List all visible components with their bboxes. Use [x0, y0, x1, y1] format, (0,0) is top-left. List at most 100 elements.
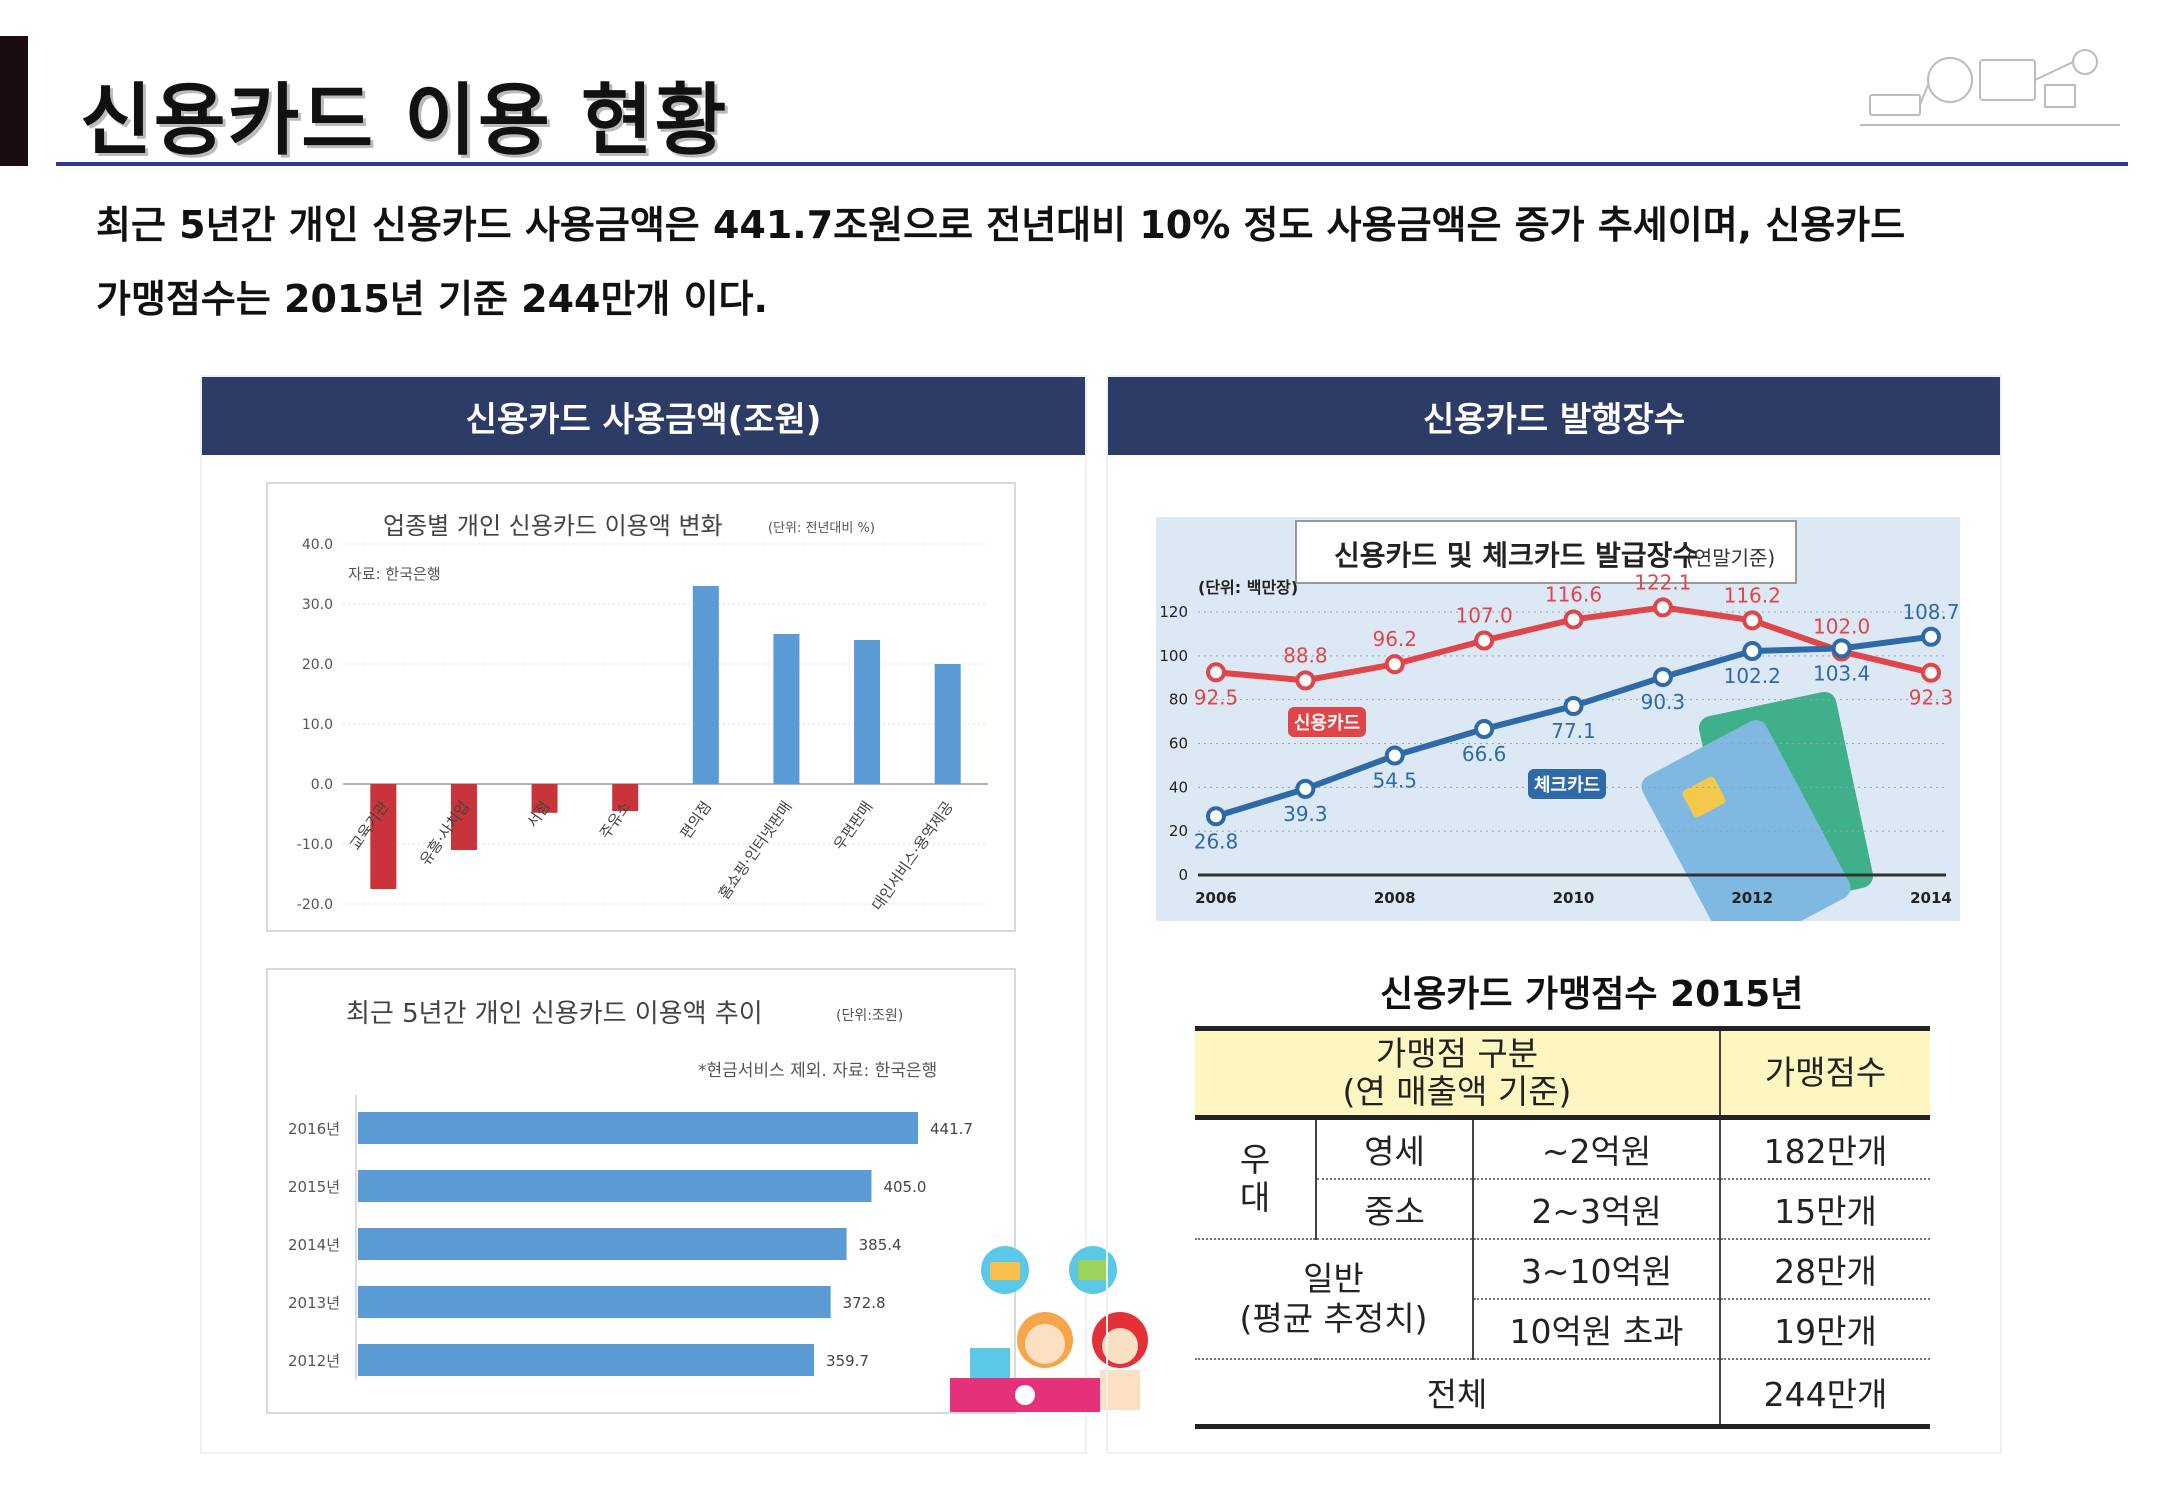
- data-point: [1563, 609, 1584, 630]
- data-label: 359.7: [826, 1352, 869, 1370]
- bar: [358, 1112, 918, 1144]
- legend-badge: [1288, 707, 1366, 737]
- y-tick-label: 120: [1159, 603, 1188, 621]
- legend-badge: [1528, 769, 1606, 799]
- bar: [358, 1344, 815, 1376]
- x-tick-label: 2012: [1731, 889, 1773, 907]
- data-label: 39.3: [1283, 802, 1328, 826]
- data-point: [1295, 670, 1316, 691]
- chart2-title: 최근 5년간 개인 신용카드 이용액 추이: [346, 999, 763, 1029]
- data-point: [1652, 667, 1673, 688]
- data-point: [1831, 638, 1852, 659]
- five-year-trend-chart: 최근 5년간 개인 신용카드 이용액 추이 (단위:조원) *현금서비스 제외.…: [288, 999, 973, 1380]
- group-general-line2: (평균 추정치): [1239, 1299, 1428, 1338]
- data-point: [1742, 641, 1763, 662]
- bar: [531, 784, 558, 813]
- bar: [370, 784, 397, 889]
- panel-card-issuance-title: 신용카드 발행장수: [1108, 377, 2000, 455]
- x-tick-label: 우편판매: [830, 798, 876, 854]
- data-label: 405.0: [883, 1178, 926, 1196]
- row-count: 28만개: [1720, 1239, 1930, 1300]
- row-range: 10억원 초과: [1473, 1299, 1721, 1360]
- chart3-title-suffix: (연말기준): [1686, 546, 1775, 570]
- five-year-trend-chart-box: 최근 5년간 개인 신용카드 이용액 추이 (단위:조원) *현금서비스 제외.…: [266, 968, 1016, 1414]
- x-tick-label: 홈쇼핑·인터넷판매: [715, 798, 796, 903]
- bar: [612, 784, 639, 811]
- chart1-unit-note: (단위: 전년대비 %): [768, 521, 875, 536]
- row-type: 중소: [1316, 1179, 1474, 1240]
- merchant-table-title: 신용카드 가맹점수 2015년: [1380, 974, 1804, 1015]
- data-point: [1742, 610, 1763, 631]
- data-point: [1921, 626, 1941, 647]
- data-point: [1921, 662, 1941, 683]
- data-point: [1474, 719, 1495, 740]
- row-count: 19만개: [1720, 1299, 1930, 1360]
- issuance-chart-box: 신용카드 및 체크카드 발급장수 (연말기준) (단위: 백만장) 120 100…: [1156, 517, 1960, 954]
- data-label: 122.1: [1634, 570, 1691, 594]
- data-label: 77.1: [1551, 719, 1596, 743]
- data-label: 96.2: [1372, 627, 1417, 651]
- data-label: 66.6: [1462, 742, 1507, 766]
- bar: [450, 784, 477, 850]
- x-tick-label: 2014: [1910, 889, 1952, 907]
- data-point: [1474, 630, 1495, 651]
- group-preferred-char2: 대: [1239, 1178, 1271, 1217]
- credit-card-illustration-icon: [1641, 691, 1874, 954]
- group-preferred-label: 우 대: [1195, 1117, 1317, 1240]
- bar: [358, 1228, 847, 1260]
- accent-bar: [0, 36, 28, 166]
- data-label: 441.7: [930, 1120, 973, 1138]
- total-count: 244만개: [1720, 1359, 1930, 1429]
- technology-illustration-icon: [1860, 49, 2120, 126]
- industry-change-chart: 업종별 개인 신용카드 이용액 변화 (단위: 전년대비 %) 자료: 한국은행…: [297, 512, 988, 914]
- row-count: 182만개: [1720, 1117, 1930, 1180]
- x-tick-label: 주유소: [596, 798, 635, 842]
- category-label: 2012년: [288, 1352, 340, 1370]
- group-general-label: 일반 (평균 추정치): [1195, 1239, 1474, 1360]
- panel-card-usage-title: 신용카드 사용금액(조원): [202, 377, 1085, 455]
- y-tick-label: 20: [1169, 822, 1188, 840]
- data-point: [1652, 597, 1673, 618]
- group-preferred-char1: 우: [1239, 1140, 1271, 1179]
- table-row: 우 대 영세 ~2억원 182만개: [1195, 1117, 1930, 1240]
- group-general-line1: 일반: [1303, 1259, 1364, 1298]
- table-row-total: 전체 244만개: [1195, 1359, 1930, 1429]
- legend-label: 체크카드: [1534, 775, 1600, 796]
- total-label: 전체: [1195, 1359, 1721, 1429]
- chart1-source: 자료: 한국은행: [348, 565, 441, 583]
- bar: [773, 634, 800, 784]
- panel-card-usage: 신용카드 사용금액(조원): [200, 375, 1087, 1454]
- category-label: 2016년: [288, 1120, 340, 1138]
- industry-change-chart-box: 업종별 개인 신용카드 이용액 변화 (단위: 전년대비 %) 자료: 한국은행…: [266, 482, 1016, 932]
- table-row: 가맹점 구분 (연 매출액 기준) 가맹점수: [1195, 1026, 1930, 1120]
- data-label: 88.8: [1283, 643, 1328, 667]
- data-label: 26.8: [1194, 829, 1239, 853]
- merchant-table: 가맹점 구분 (연 매출액 기준) 가맹점수 우 대 영세 ~2억원 182만개…: [1195, 1026, 1930, 1429]
- category-label: 2014년: [288, 1236, 340, 1254]
- table-row: 10억원 초과 19만개: [1195, 1299, 1930, 1360]
- page-title: 신용카드 이용 현황: [80, 76, 729, 166]
- y-tick-label: 20.0: [302, 657, 333, 673]
- chart3-unit-note: (단위: 백만장): [1198, 578, 1298, 597]
- y-tick-label: 100: [1159, 647, 1188, 665]
- data-label: 107.0: [1455, 603, 1512, 627]
- y-tick-label: 40: [1169, 778, 1188, 796]
- y-tick-label: 40.0: [302, 537, 333, 553]
- data-label: 116.6: [1545, 582, 1602, 606]
- y-tick-label: 0.0: [311, 777, 333, 793]
- bar: [358, 1286, 831, 1318]
- x-tick-label: 대인서비스·용역제공: [868, 798, 957, 914]
- header-category: 가맹점 구분 (연 매출액 기준): [1195, 1026, 1721, 1120]
- y-tick-label: -20.0: [297, 897, 333, 913]
- chart2-source: *현금서비스 제외. 자료: 한국은행: [698, 1061, 937, 1081]
- data-label: 90.3: [1641, 690, 1686, 714]
- data-point: [1295, 778, 1316, 799]
- title-rule: [56, 162, 2128, 166]
- row-range: ~2억원: [1473, 1117, 1721, 1180]
- bar: [934, 664, 961, 784]
- y-tick-label: 0: [1178, 866, 1188, 884]
- summary-line-2: 가맹점수는 2015년 기준 244만개 이다.: [96, 277, 768, 321]
- row-type: 영세: [1316, 1117, 1474, 1180]
- data-point: [1206, 662, 1226, 683]
- y-tick-label: 10.0: [302, 717, 333, 733]
